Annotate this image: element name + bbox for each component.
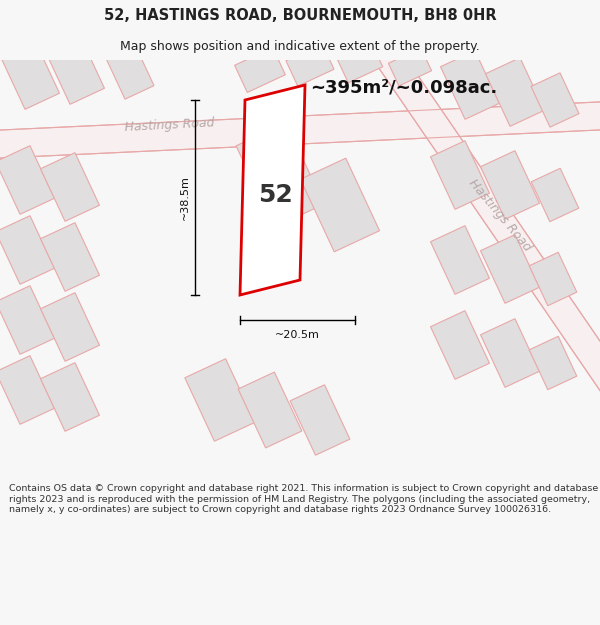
Text: ~395m²/~0.098ac.: ~395m²/~0.098ac.: [310, 78, 497, 96]
Text: Hastings Road: Hastings Road: [466, 176, 534, 254]
Polygon shape: [0, 286, 55, 354]
Polygon shape: [529, 336, 577, 390]
Polygon shape: [485, 58, 544, 126]
Polygon shape: [337, 43, 383, 82]
Polygon shape: [531, 168, 579, 222]
Polygon shape: [431, 311, 490, 379]
Polygon shape: [1, 41, 59, 109]
Polygon shape: [0, 101, 600, 159]
Polygon shape: [41, 362, 100, 431]
Polygon shape: [481, 234, 539, 303]
Polygon shape: [185, 359, 255, 441]
Polygon shape: [0, 356, 55, 424]
Polygon shape: [531, 73, 579, 127]
Polygon shape: [240, 85, 305, 295]
Polygon shape: [286, 44, 334, 86]
Text: ~38.5m: ~38.5m: [180, 175, 190, 220]
Polygon shape: [431, 141, 490, 209]
Polygon shape: [0, 216, 55, 284]
Polygon shape: [290, 385, 350, 455]
Polygon shape: [41, 222, 100, 291]
Text: Contains OS data © Crown copyright and database right 2021. This information is : Contains OS data © Crown copyright and d…: [9, 484, 598, 514]
Polygon shape: [46, 36, 104, 104]
Text: ~20.5m: ~20.5m: [275, 330, 320, 340]
Polygon shape: [368, 37, 600, 403]
Text: Hastings Road: Hastings Road: [125, 116, 215, 134]
Polygon shape: [235, 48, 286, 92]
Polygon shape: [440, 51, 499, 119]
Polygon shape: [0, 146, 55, 214]
Polygon shape: [106, 45, 154, 99]
Polygon shape: [238, 372, 302, 448]
Text: Map shows position and indicative extent of the property.: Map shows position and indicative extent…: [120, 40, 480, 53]
Polygon shape: [41, 292, 100, 361]
Polygon shape: [388, 48, 431, 86]
Polygon shape: [431, 226, 490, 294]
Polygon shape: [481, 319, 539, 388]
Polygon shape: [481, 151, 539, 219]
Polygon shape: [529, 253, 577, 306]
Text: 52, HASTINGS ROAD, BOURNEMOUTH, BH8 0HR: 52, HASTINGS ROAD, BOURNEMOUTH, BH8 0HR: [104, 8, 496, 22]
Polygon shape: [301, 158, 380, 252]
Text: 52: 52: [257, 183, 292, 207]
Polygon shape: [236, 122, 324, 228]
Polygon shape: [41, 152, 100, 221]
